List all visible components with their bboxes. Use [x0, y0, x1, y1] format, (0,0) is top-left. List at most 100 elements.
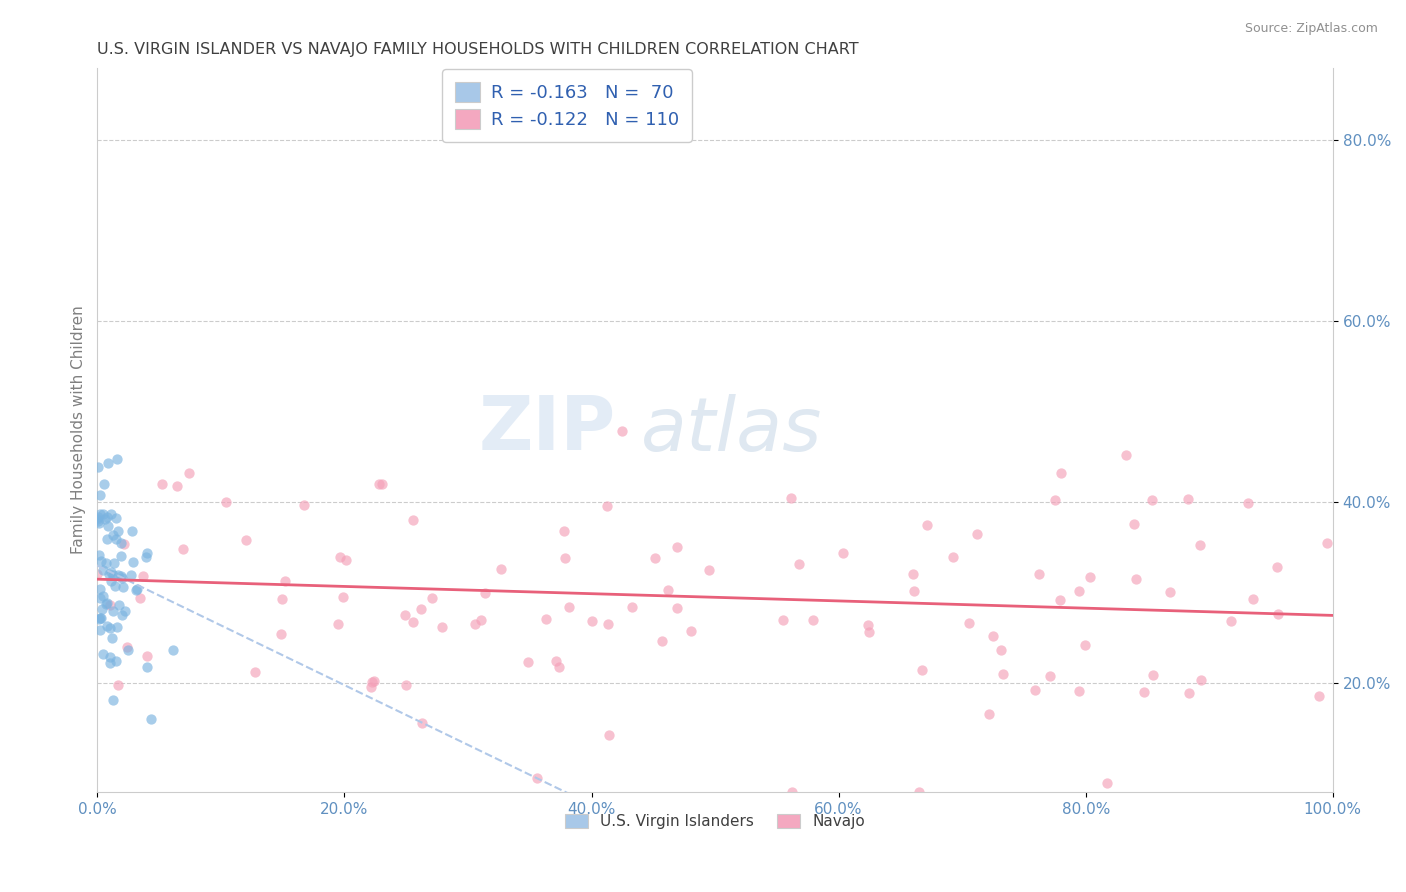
Point — [122, 555, 145, 569]
Point — [901, 566, 924, 581]
Point — [172, 541, 194, 556]
Point — [98, 622, 121, 636]
Point — [360, 680, 382, 694]
Point — [90, 602, 112, 616]
Point — [368, 476, 391, 491]
Point — [990, 643, 1012, 657]
Point — [491, 562, 513, 576]
Point — [326, 617, 349, 632]
Point — [1132, 685, 1154, 699]
Point — [1024, 683, 1046, 698]
Point — [1039, 669, 1062, 683]
Point — [93, 476, 115, 491]
Point — [1241, 591, 1264, 606]
Point — [98, 656, 121, 670]
Point — [977, 706, 1000, 721]
Point — [104, 654, 127, 668]
Point — [120, 568, 142, 582]
Point — [103, 557, 125, 571]
Point — [111, 608, 134, 623]
Point — [911, 663, 934, 677]
Point — [166, 479, 188, 493]
Point — [87, 515, 110, 529]
Point — [1049, 593, 1071, 607]
Point — [100, 566, 122, 580]
Point — [657, 582, 679, 597]
Point — [1267, 607, 1289, 621]
Point — [371, 476, 394, 491]
Point — [598, 728, 620, 742]
Point — [89, 591, 111, 605]
Point — [1189, 673, 1212, 688]
Point — [89, 548, 111, 562]
Point — [135, 660, 157, 674]
Point — [332, 590, 354, 604]
Point — [360, 674, 382, 689]
Point — [91, 590, 114, 604]
Point — [1028, 567, 1050, 582]
Text: U.S. VIRGIN ISLANDER VS NAVAJO FAMILY HOUSEHOLDS WITH CHILDREN CORRELATION CHART: U.S. VIRGIN ISLANDER VS NAVAJO FAMILY HO… — [97, 42, 859, 57]
Point — [666, 600, 689, 615]
Point — [132, 569, 155, 583]
Point — [1078, 570, 1101, 584]
Point — [128, 591, 150, 605]
Point — [782, 785, 804, 799]
Point — [110, 549, 132, 563]
Point — [98, 650, 121, 665]
Point — [679, 624, 702, 638]
Point — [801, 613, 824, 627]
Point — [1316, 536, 1339, 550]
Point — [432, 620, 454, 634]
Point — [1308, 689, 1330, 703]
Point — [1067, 584, 1090, 599]
Point — [101, 631, 124, 645]
Point — [114, 604, 136, 618]
Y-axis label: Family Households with Children: Family Households with Children — [72, 305, 86, 554]
Point — [107, 524, 129, 538]
Point — [1159, 585, 1181, 599]
Point — [235, 533, 257, 547]
Point — [121, 524, 143, 538]
Point — [108, 598, 131, 612]
Point — [411, 601, 433, 615]
Point — [908, 785, 931, 799]
Point — [105, 511, 128, 525]
Point — [292, 498, 315, 512]
Point — [96, 597, 118, 611]
Point — [1067, 683, 1090, 698]
Point — [94, 598, 117, 612]
Point — [422, 591, 444, 605]
Point — [411, 715, 433, 730]
Point — [1095, 776, 1118, 790]
Point — [91, 508, 114, 522]
Point — [1115, 448, 1137, 462]
Point — [772, 613, 794, 627]
Point — [1142, 668, 1164, 682]
Point — [101, 568, 124, 582]
Point — [1177, 686, 1199, 700]
Point — [983, 629, 1005, 643]
Point — [110, 536, 132, 550]
Point — [112, 537, 135, 551]
Point — [903, 583, 925, 598]
Point — [89, 488, 111, 502]
Point — [91, 563, 114, 577]
Point — [86, 512, 108, 526]
Point — [270, 627, 292, 641]
Point — [554, 551, 576, 566]
Point — [548, 659, 571, 673]
Point — [544, 654, 567, 668]
Point — [105, 452, 128, 467]
Point — [135, 546, 157, 560]
Point — [991, 666, 1014, 681]
Point — [598, 617, 620, 632]
Point — [107, 567, 129, 582]
Point — [86, 567, 108, 582]
Point — [101, 604, 124, 618]
Point — [553, 524, 575, 538]
Point — [915, 517, 938, 532]
Point — [942, 550, 965, 565]
Point — [401, 615, 423, 629]
Point — [104, 579, 127, 593]
Point — [534, 612, 557, 626]
